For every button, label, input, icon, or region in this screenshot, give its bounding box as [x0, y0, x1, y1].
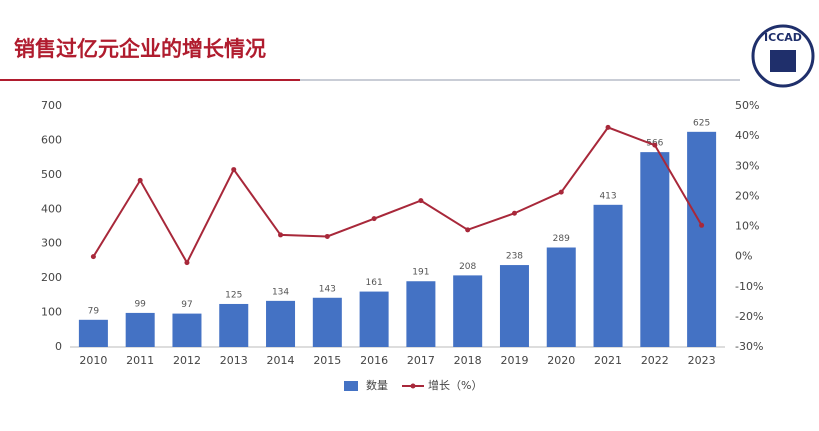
- x-tick-label: 2018: [454, 354, 482, 367]
- growth-point: [137, 177, 143, 183]
- bar: [453, 275, 483, 347]
- bar-value-label: 289: [553, 234, 570, 244]
- bar-value-label: 238: [506, 252, 523, 262]
- growth-point: [371, 216, 377, 222]
- growth-point: [465, 227, 471, 233]
- x-tick-label: 2017: [407, 354, 435, 367]
- y2-tick-label: 50%: [735, 99, 759, 112]
- bar: [312, 297, 342, 347]
- y2-tick-label: -30%: [735, 340, 763, 353]
- bar: [499, 265, 529, 347]
- bar: [359, 291, 389, 347]
- bar-value-label: 97: [181, 300, 192, 310]
- bar-value-label: 125: [225, 290, 242, 300]
- legend-swatch: [344, 381, 358, 391]
- growth-point: [699, 222, 705, 228]
- x-tick-label: 2021: [594, 354, 622, 367]
- x-tick-label: 2010: [79, 354, 107, 367]
- bar: [593, 204, 623, 347]
- bar-value-label: 134: [272, 287, 289, 297]
- x-tick-label: 2011: [126, 354, 154, 367]
- y2-tick-label: 40%: [735, 129, 759, 142]
- y2-tick-label: 10%: [735, 220, 759, 233]
- y-tick-label: 200: [41, 271, 62, 284]
- y-tick-label: 400: [41, 202, 62, 215]
- y-tick-label: 700: [41, 99, 62, 112]
- legend-swatch-point: [410, 383, 416, 389]
- bar: [266, 300, 296, 347]
- bar: [687, 131, 717, 347]
- logo-ring: [751, 24, 815, 88]
- bar-value-label: 625: [693, 118, 710, 128]
- bar-value-label: 413: [599, 191, 616, 201]
- x-tick-label: 2019: [500, 354, 528, 367]
- bar: [219, 303, 249, 347]
- x-tick-label: 2022: [641, 354, 669, 367]
- logo-mark: [770, 50, 796, 72]
- growth-point: [184, 260, 190, 266]
- growth-point: [90, 254, 96, 260]
- logo-text: ICCAD: [764, 31, 802, 44]
- y-tick-label: 600: [41, 133, 62, 146]
- growth-point: [558, 189, 564, 195]
- bar: [78, 319, 108, 347]
- growth-point: [324, 233, 330, 239]
- growth-point: [652, 142, 658, 148]
- y-tick-label: 100: [41, 306, 62, 319]
- growth-point: [605, 124, 611, 130]
- x-tick-label: 2014: [267, 354, 295, 367]
- x-tick-label: 2020: [547, 354, 575, 367]
- bar: [640, 152, 670, 347]
- x-tick-label: 2013: [220, 354, 248, 367]
- growth-line: [92, 126, 703, 265]
- y-tick-label: 500: [41, 168, 62, 181]
- growth-point: [418, 198, 424, 204]
- bar-value-label: 208: [459, 262, 476, 272]
- page-title: 销售过亿元企业的增长情况: [14, 37, 266, 61]
- bar: [546, 247, 576, 347]
- legend-label: 增长（%）: [428, 378, 482, 392]
- x-tick-label: 2023: [688, 354, 716, 367]
- bar-value-label: 79: [88, 306, 100, 316]
- y2-tick-label: 30%: [735, 159, 759, 172]
- growth-point: [231, 167, 237, 173]
- bar-value-label: 99: [134, 299, 146, 309]
- bar-value-label: 161: [366, 278, 383, 288]
- bar: [172, 313, 202, 347]
- growth-point: [278, 232, 284, 238]
- x-tick-label: 2016: [360, 354, 388, 367]
- y2-tick-label: 20%: [735, 189, 759, 202]
- y-tick-label: 0: [55, 340, 62, 353]
- x-tick-label: 2012: [173, 354, 201, 367]
- growth-point: [511, 210, 517, 216]
- y2-tick-label: -20%: [735, 310, 763, 323]
- bar-value-label: 143: [319, 284, 336, 294]
- x-tick-label: 2015: [313, 354, 341, 367]
- y2-tick-label: 0%: [735, 250, 752, 263]
- legend-label: 数量: [366, 379, 388, 392]
- bar-value-label: 191: [412, 268, 429, 278]
- bar: [125, 312, 155, 347]
- y-tick-label: 300: [41, 237, 62, 250]
- y2-tick-label: -10%: [735, 280, 763, 293]
- bar: [406, 281, 436, 347]
